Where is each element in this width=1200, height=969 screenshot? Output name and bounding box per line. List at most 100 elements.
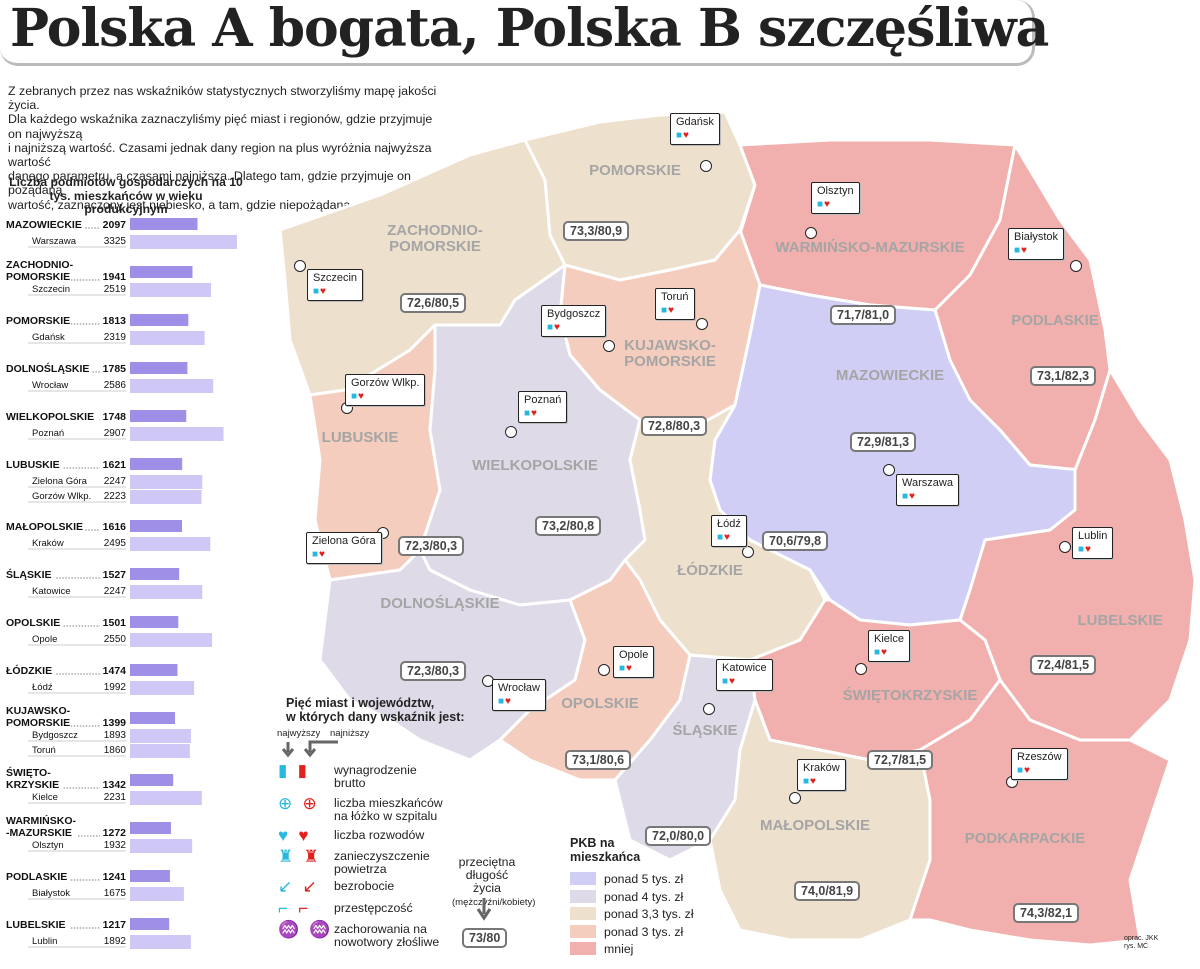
- indicator-good-icon: ■: [676, 130, 684, 141]
- chart-region-label: ŚWIĘTO-: [6, 766, 51, 779]
- city-marker[interactable]: Opole ■♥: [613, 646, 655, 678]
- chart-region-value: 1501: [103, 617, 127, 629]
- city-marker[interactable]: Wrocław ■♥: [492, 679, 546, 711]
- city-marker[interactable]: Lublin ■♥: [1072, 527, 1114, 559]
- legend-item: ♜ ♜ zanieczyszczenie powietrza: [278, 847, 430, 876]
- indicator-icons: ■♥: [817, 199, 854, 210]
- chart-bar-region: [130, 520, 183, 532]
- legend-item: ♥ ♥ liczba rozwodów: [278, 826, 424, 845]
- city-marker[interactable]: Poznań ■♥: [518, 391, 568, 423]
- pkb-label: ponad 4 tys. zł: [604, 889, 684, 904]
- chart-region-value: 1748: [103, 411, 127, 423]
- chart-title: Liczba podmiotów gospodarczych na 10 tys…: [9, 175, 243, 216]
- city-marker[interactable]: Kielce ■♥: [868, 630, 910, 662]
- chart-bar-region: [130, 568, 180, 580]
- city-marker[interactable]: Katowice ■♥: [716, 659, 773, 691]
- chart-bar-city: [130, 235, 237, 249]
- legend-item-label: przestępczość: [334, 901, 413, 915]
- indicator-good-icon: ■: [1017, 765, 1025, 776]
- indicator-icons: ■♥: [902, 491, 953, 502]
- city-name: Lublin: [1078, 530, 1108, 542]
- indicator-bad-icon: ♥: [1021, 245, 1028, 256]
- indicator-bad-icon: ♥: [909, 491, 916, 502]
- legend-item-label: bezrobocie: [334, 879, 395, 893]
- chart-region-value: 1785: [103, 363, 127, 375]
- indicator-good-icon: ■: [717, 532, 725, 543]
- pkb-swatch: [570, 924, 596, 938]
- indicator-good-icon: ■: [722, 676, 730, 687]
- region-label: ZACHODNIO-: [387, 222, 483, 239]
- city-dot: [742, 546, 754, 558]
- indicator-good-icon: ■: [498, 696, 506, 707]
- city-name: Zielona Góra: [312, 535, 376, 547]
- city-marker[interactable]: Szczecin ■♥: [307, 269, 364, 301]
- indicator-icons: ■♥: [312, 549, 376, 560]
- pkb-title-line: PKB na: [570, 836, 615, 850]
- chart-bar-city: [130, 935, 191, 949]
- credit-line: rys. MĆ: [1124, 943, 1149, 950]
- credit: oprac. JKK rys. MĆ: [1124, 935, 1158, 951]
- chart-region-value: 1941: [103, 271, 127, 283]
- chart-city-label: Katowice: [32, 586, 71, 597]
- indicator-high-icon: ♥: [278, 826, 289, 845]
- city-marker[interactable]: Toruń ■♥: [655, 288, 695, 320]
- chart-city-label: Warszawa: [32, 236, 77, 247]
- city-marker[interactable]: Warszawa ■♥: [896, 474, 959, 506]
- chart-city-label: Gorzów Wlkp.: [32, 491, 91, 502]
- chart-region-label: DOLNOŚLĄSKIE: [6, 362, 89, 375]
- indicator-good-icon: ■: [1014, 245, 1022, 256]
- indicator-high-icon: ⌐: [278, 899, 288, 918]
- city-marker[interactable]: Kraków ■♥: [797, 759, 846, 791]
- indicator-icons: ■♥: [619, 663, 648, 674]
- indicator-bad-icon: ♥: [1085, 544, 1092, 555]
- chart-region-value: 1342: [103, 779, 127, 791]
- pkb-label: mniej: [604, 942, 634, 956]
- city-marker[interactable]: Olsztyn ■♥: [811, 182, 860, 214]
- city-name: Rzeszów: [1017, 751, 1062, 763]
- chart-region-label: LUBUSKIE: [6, 459, 60, 471]
- city-marker[interactable]: Gorzów Wlkp. ■♥: [345, 374, 426, 406]
- chart-city-value: 3325: [104, 236, 127, 247]
- chart-region-value: 1399: [103, 717, 127, 729]
- indicator-icons: ■♥: [1017, 765, 1062, 776]
- pkb-swatch: [570, 889, 596, 903]
- chart-region-label: POMORSKIE: [6, 717, 70, 729]
- chart-city-label: Opole: [32, 634, 57, 645]
- region-label: ŚLĄSKIE: [672, 721, 737, 739]
- chart-city-label: Poznań: [32, 428, 64, 439]
- city-name: Kraków: [803, 762, 840, 774]
- indicator-bad-icon: ♥: [320, 286, 327, 297]
- chart-region-label: WARMIŃSKO-: [6, 814, 76, 827]
- region-podkarpackie[interactable]: [908, 678, 1172, 947]
- indicator-bad-icon: ♥: [1024, 765, 1031, 776]
- city-name: Szczecin: [313, 272, 358, 284]
- avg-sub-label: (mężczyźni/kobiety): [452, 897, 536, 908]
- indicator-low-icon: ♜: [303, 847, 319, 866]
- indicator-good-icon: ■: [1078, 544, 1086, 555]
- indicator-bad-icon: ♥: [505, 696, 512, 707]
- city-marker[interactable]: Gdańsk ■♥: [670, 113, 720, 145]
- city-name: Gdańsk: [676, 116, 714, 128]
- chart-bar-city: [130, 839, 193, 853]
- city-marker[interactable]: Łódź ■♥: [711, 515, 747, 547]
- indicator-bad-icon: ♥: [683, 130, 690, 141]
- chart-region-label: MAŁOPOLSKIE: [6, 521, 83, 533]
- indicator-icons: ■♥: [1078, 544, 1107, 555]
- intro-line: Dla każdego wskaźnika zaznaczyliśmy pięć…: [8, 112, 433, 141]
- city-marker[interactable]: Bydgoszcz ■♥: [541, 305, 607, 337]
- pkb-legend-item: ponad 3 tys. zł: [570, 924, 683, 939]
- chart-bar-region: [130, 664, 178, 676]
- indicator-bad-icon: ♥: [724, 532, 731, 543]
- legend-item-label: zachorowania na: [334, 922, 427, 936]
- chart-city-label: Kielce: [32, 792, 58, 803]
- city-marker[interactable]: Zielona Góra ■♥: [306, 532, 382, 564]
- arrow-down-icon: [476, 898, 492, 921]
- legend-title-line: w których dany wskaźnik jest:: [286, 709, 465, 724]
- poland-map: ZACHODNIO-POMORSKIEPOMORSKIEWARMIŃSKO-MA…: [278, 110, 1197, 947]
- city-marker[interactable]: Rzeszów ■♥: [1011, 748, 1068, 780]
- city-name: Opole: [619, 649, 649, 661]
- indicator-good-icon: ■: [619, 663, 627, 674]
- legend-item-icons: ♒ ♒: [278, 921, 332, 938]
- life-expectancy-lubelskie: 72,4/81,5: [1030, 655, 1097, 675]
- city-marker[interactable]: Białystok ■♥: [1008, 228, 1065, 260]
